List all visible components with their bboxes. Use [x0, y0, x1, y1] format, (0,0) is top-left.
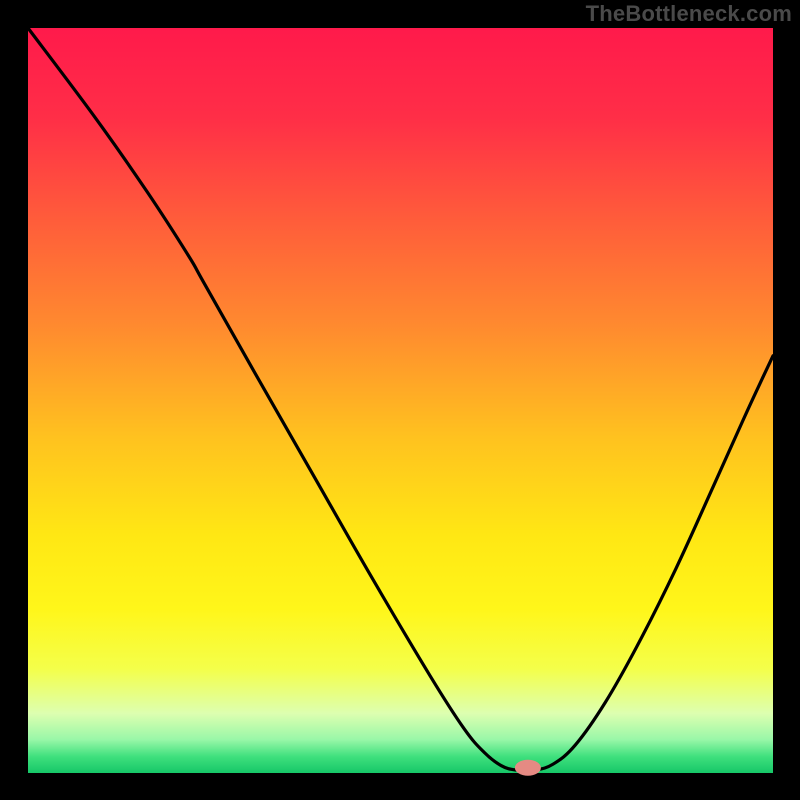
plot-gradient-background	[28, 28, 773, 773]
chart-svg	[0, 0, 800, 800]
watermark-text: TheBottleneck.com	[586, 1, 792, 27]
optimum-marker	[515, 760, 541, 776]
chart-stage: TheBottleneck.com	[0, 0, 800, 800]
